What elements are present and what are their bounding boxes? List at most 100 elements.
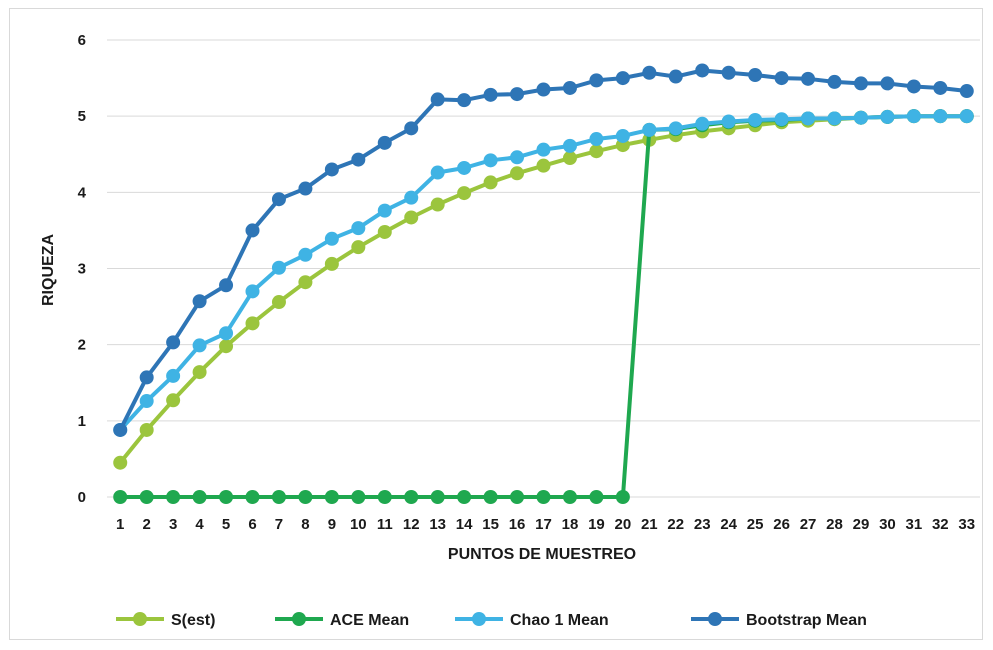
data-point bbox=[668, 69, 683, 84]
data-point bbox=[271, 192, 286, 207]
x-tick-label: 6 bbox=[248, 516, 256, 533]
data-point bbox=[404, 490, 419, 504]
x-axis-title: PUNTOS DE MUESTREO bbox=[448, 546, 636, 563]
data-point bbox=[377, 203, 392, 218]
x-tick-label: 18 bbox=[562, 516, 579, 533]
y-axis-title: RIQUEZA bbox=[40, 234, 57, 306]
y-axis-ticks: 0 1 2 3 4 5 6 bbox=[78, 32, 87, 506]
data-point bbox=[113, 422, 128, 437]
data-point bbox=[298, 181, 313, 196]
data-point bbox=[959, 84, 974, 99]
x-tick-label: 31 bbox=[906, 516, 923, 533]
data-point bbox=[219, 490, 234, 504]
legend: S(est) ACE Mean Chao 1 Mean Bootstrap Mean bbox=[116, 612, 867, 629]
data-point bbox=[192, 338, 207, 353]
y-tick-label: 5 bbox=[78, 108, 86, 125]
x-tick-label: 14 bbox=[456, 516, 473, 533]
series-line bbox=[120, 114, 967, 499]
y-tick-label: 6 bbox=[78, 32, 86, 49]
data-point bbox=[430, 165, 445, 180]
data-point bbox=[510, 166, 525, 181]
series-layer bbox=[113, 63, 974, 504]
x-tick-label: 3 bbox=[169, 516, 177, 533]
data-point bbox=[483, 87, 498, 102]
y-tick-label: 2 bbox=[78, 337, 86, 354]
data-point bbox=[377, 224, 392, 239]
x-tick-label: 15 bbox=[482, 516, 499, 533]
x-tick-label: 16 bbox=[509, 516, 526, 533]
x-tick-label: 21 bbox=[641, 516, 658, 533]
series-line bbox=[118, 68, 968, 431]
data-point bbox=[324, 490, 339, 504]
x-tick-label: 4 bbox=[195, 516, 204, 533]
x-tick-label: 22 bbox=[667, 516, 684, 533]
x-tick-label: 5 bbox=[222, 516, 230, 533]
data-point bbox=[906, 109, 921, 124]
data-point bbox=[827, 74, 842, 89]
data-point bbox=[562, 80, 577, 95]
data-point bbox=[298, 275, 313, 290]
data-point bbox=[589, 73, 604, 88]
legend-marker bbox=[472, 612, 486, 626]
legend-label: ACE Mean bbox=[330, 612, 409, 629]
data-point bbox=[430, 490, 445, 504]
y-tick-label: 4 bbox=[78, 184, 87, 201]
data-point bbox=[880, 109, 895, 124]
data-point bbox=[933, 109, 948, 124]
legend-item: ACE Mean bbox=[275, 612, 409, 629]
legend-marker bbox=[292, 612, 306, 626]
data-point bbox=[615, 490, 630, 504]
data-point bbox=[589, 132, 604, 147]
data-point bbox=[351, 490, 366, 504]
legend-item: Chao 1 Mean bbox=[455, 612, 609, 629]
x-tick-label: 23 bbox=[694, 516, 711, 533]
data-point bbox=[589, 490, 604, 504]
data-point bbox=[245, 490, 260, 504]
data-point bbox=[324, 162, 339, 177]
data-point bbox=[510, 490, 525, 504]
x-tick-label: 12 bbox=[403, 516, 420, 533]
data-point bbox=[589, 144, 604, 159]
y-tick-label: 0 bbox=[78, 489, 86, 506]
data-point bbox=[510, 87, 525, 102]
x-tick-label: 9 bbox=[328, 516, 336, 533]
legend-marker bbox=[133, 612, 147, 626]
data-point bbox=[615, 128, 630, 143]
x-tick-label: 8 bbox=[301, 516, 309, 533]
series-bootstrap-mean bbox=[113, 63, 974, 437]
data-point bbox=[245, 316, 260, 331]
data-point bbox=[562, 151, 577, 166]
data-point bbox=[377, 490, 392, 504]
data-point bbox=[748, 112, 763, 127]
x-tick-label: 33 bbox=[958, 516, 975, 533]
data-point bbox=[536, 158, 551, 173]
data-point bbox=[668, 121, 683, 136]
data-point bbox=[536, 142, 551, 157]
chart-frame bbox=[9, 8, 983, 640]
data-point bbox=[298, 247, 313, 262]
data-point bbox=[562, 138, 577, 153]
data-point bbox=[695, 116, 710, 131]
data-point bbox=[245, 223, 260, 238]
x-tick-label: 29 bbox=[853, 516, 870, 533]
data-point bbox=[430, 92, 445, 107]
data-point bbox=[219, 339, 234, 354]
data-point bbox=[271, 295, 286, 310]
data-point bbox=[113, 455, 128, 470]
data-point bbox=[139, 422, 154, 437]
x-tick-label: 25 bbox=[747, 516, 764, 533]
data-point bbox=[219, 278, 234, 293]
data-point bbox=[271, 490, 286, 504]
data-point bbox=[166, 490, 181, 504]
x-tick-label: 28 bbox=[826, 516, 843, 533]
data-point bbox=[219, 326, 234, 341]
x-tick-label: 30 bbox=[879, 516, 896, 533]
data-point bbox=[483, 175, 498, 190]
legend-label: S(est) bbox=[171, 612, 215, 629]
x-tick-label: 32 bbox=[932, 516, 949, 533]
series-chao-1-mean bbox=[113, 109, 974, 437]
data-point bbox=[853, 76, 868, 91]
data-point bbox=[748, 68, 763, 83]
data-point bbox=[166, 335, 181, 350]
